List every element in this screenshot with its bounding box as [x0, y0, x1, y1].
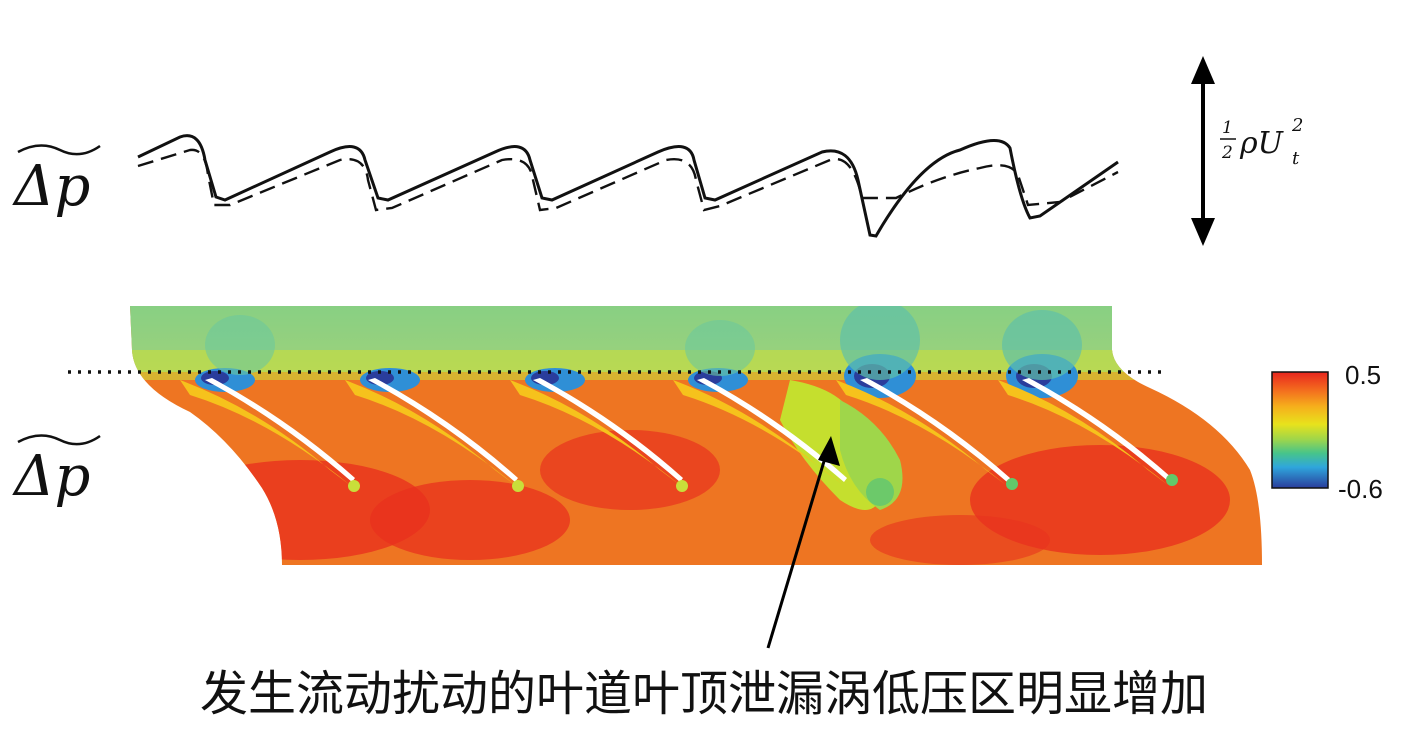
scale-superscript: 2	[1291, 115, 1303, 136]
colorbar-min-label: -0.6	[1338, 474, 1383, 504]
contour-field	[130, 306, 1262, 565]
top-delta-p-text: Δp	[12, 154, 90, 219]
annotation-text: 发生流动扰动的叶道叶顶泄漏涡低压区明显增加	[200, 666, 1208, 722]
dashed-pressure-trace	[137, 148, 1119, 212]
scale-fraction-numerator: 1	[1222, 118, 1233, 138]
bottom-panel: Δp	[12, 306, 1383, 565]
annotation-arrow	[766, 447, 830, 649]
bottom-quantity-label: Δp	[12, 434, 101, 509]
colorbar: 0.5 -0.6	[1271, 360, 1383, 504]
blades	[205, 378, 1172, 482]
top-quantity-label: Δp	[12, 144, 101, 219]
colorbar-max-label: 0.5	[1345, 360, 1381, 390]
scale-subscript: t	[1292, 148, 1300, 169]
annotation: 发生流动扰动的叶道叶顶泄漏涡低压区明显增加	[200, 436, 1208, 722]
scale-fraction-denominator: 2	[1221, 143, 1233, 163]
bottom-delta-p-text: Δp	[12, 444, 90, 509]
top-panel: Δp 1 2 ρU t 2	[12, 56, 1303, 246]
scale-bar: 1 2 ρU t 2	[1191, 56, 1303, 246]
scale-rho-u: ρU	[1239, 126, 1285, 161]
solid-pressure-trace	[137, 134, 1119, 238]
